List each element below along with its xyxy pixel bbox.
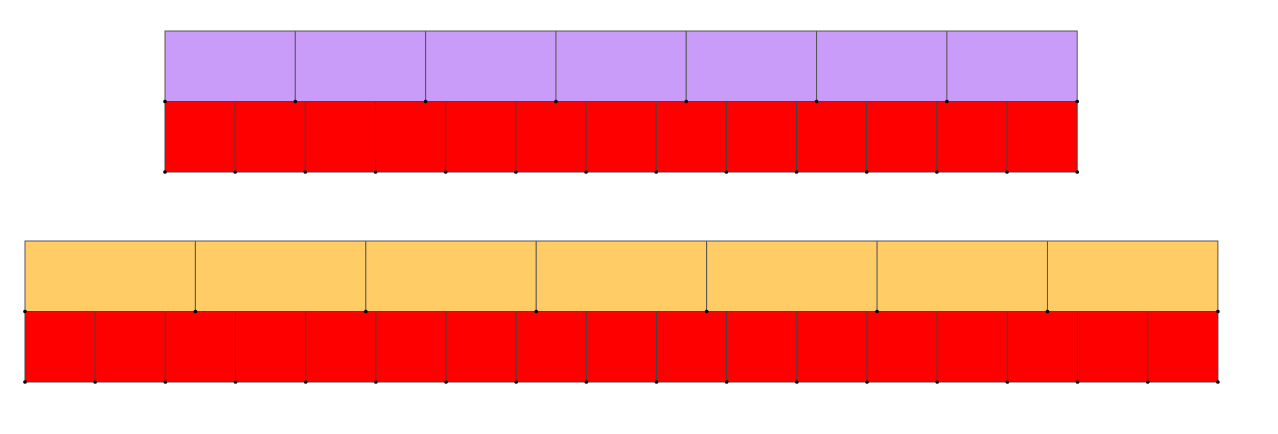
vertex-dot [23, 309, 27, 314]
vertex-dot [1075, 170, 1080, 174]
vertex-dot [163, 99, 167, 104]
top-segment [535, 240, 708, 312]
bottom-segment [726, 311, 798, 383]
vertex-dot [1216, 309, 1220, 314]
bottom-segment [655, 101, 727, 173]
bottom-segment [445, 311, 517, 383]
top-segment [24, 240, 196, 312]
vertex-dot [514, 380, 518, 384]
bottom-segment [234, 101, 306, 173]
top-segment [946, 30, 1078, 102]
bottom-segment [585, 311, 658, 383]
vertex-dot [233, 170, 237, 174]
top-segment [706, 240, 878, 312]
bottom-segment [515, 101, 587, 173]
vertex-dot [293, 99, 298, 104]
bottom-segment [585, 101, 657, 173]
vertex-dot [654, 380, 659, 384]
vertex-dot [875, 309, 879, 314]
vertex-dot [514, 170, 518, 174]
bar-group [23, 240, 1220, 384]
vertex-dot [373, 170, 378, 174]
bottom-segment [1077, 311, 1149, 383]
vertex-dot [864, 170, 869, 174]
vertex-dot [163, 170, 167, 174]
bottom-segment [725, 101, 798, 173]
vertex-dot [935, 380, 940, 384]
vertex-dot [444, 380, 448, 384]
vertex-dot [684, 99, 689, 104]
vertex-dot [945, 99, 949, 104]
bottom-segment [936, 311, 1008, 383]
vertex-dot [23, 380, 27, 384]
top-segment [365, 240, 537, 312]
bottom-segment [1147, 311, 1219, 383]
top-segment [555, 30, 687, 102]
bottom-segment [305, 311, 377, 383]
vertex-dot [654, 170, 658, 174]
vertex-dot [794, 170, 799, 174]
top-segment [194, 240, 367, 312]
vertex-dot [93, 380, 97, 384]
vertex-dot [443, 170, 448, 174]
vertex-dot [795, 380, 799, 384]
vertex-dot [724, 170, 729, 174]
vertex-dot [724, 380, 729, 384]
vertex-dot [1005, 380, 1010, 384]
vertex-dot [303, 380, 308, 384]
vertex-dot [364, 309, 368, 314]
bottom-segment [24, 311, 96, 383]
bottom-segment [164, 101, 236, 173]
vertex-dot [584, 170, 588, 174]
top-segment [164, 30, 296, 102]
bottom-segment [866, 101, 938, 173]
vertex-dot [584, 380, 589, 384]
bottom-segment [164, 311, 237, 383]
top-segment [816, 30, 948, 102]
top-segment [425, 30, 557, 102]
vertex-dot [534, 309, 539, 314]
vertex-dot [865, 380, 869, 384]
vertex-dot [1075, 380, 1080, 384]
vertex-dot [303, 170, 308, 174]
top-segment [1046, 240, 1219, 312]
bottom-segment [445, 101, 517, 173]
vertex-dot [554, 99, 558, 104]
bottom-segment [375, 101, 447, 173]
top-segment [294, 30, 427, 102]
vertex-dot [704, 309, 709, 314]
bottom-segment [796, 311, 868, 383]
vertex-dot [374, 380, 378, 384]
bottom-segment [656, 311, 728, 383]
vertex-dot [163, 380, 168, 384]
bottom-segment [936, 101, 1008, 173]
top-segment [685, 30, 818, 102]
vertex-dot [1075, 99, 1080, 104]
vertex-dot [1216, 380, 1220, 384]
bar-group [163, 30, 1080, 174]
bottom-segment [375, 311, 447, 383]
bottom-segment [1006, 101, 1078, 173]
vertex-dot [935, 170, 939, 174]
bottom-segment [94, 311, 166, 383]
vertex-dot [193, 309, 198, 314]
bottom-segment [796, 101, 868, 173]
bottom-segment [304, 101, 377, 173]
vertex-dot [814, 99, 819, 104]
bottom-segment [235, 311, 307, 383]
bottom-segment [866, 311, 938, 383]
vertex-dot [1145, 380, 1150, 384]
bottom-segment [1006, 311, 1079, 383]
vertex-dot [1045, 309, 1050, 314]
top-segment [876, 240, 1048, 312]
vertex-dot [423, 99, 428, 104]
bottom-segment [515, 311, 587, 383]
vertex-dot [233, 380, 238, 384]
vertex-dot [1005, 170, 1009, 174]
